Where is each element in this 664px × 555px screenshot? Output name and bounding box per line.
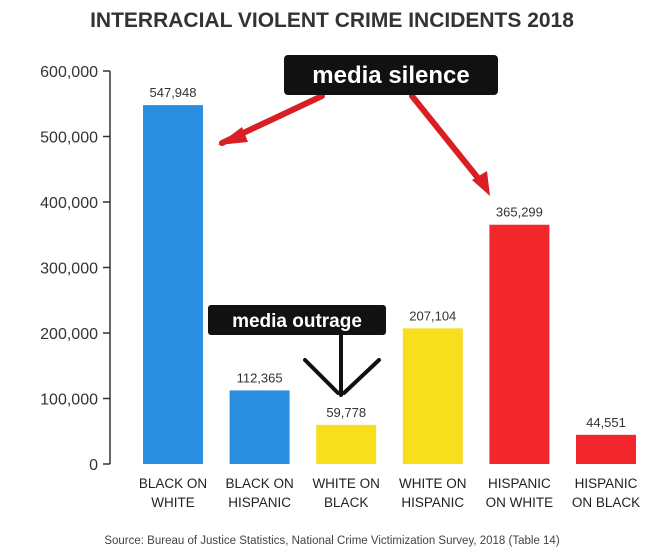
data-label: 547,948	[150, 85, 197, 100]
data-label: 112,365	[237, 370, 283, 385]
media-silence-arrowhead-right	[472, 171, 490, 196]
source-note: Source: Bureau of Justice Statistics, Na…	[104, 535, 559, 547]
category-label: ON WHITE	[486, 495, 554, 510]
media-silence-label: media silence	[312, 62, 469, 89]
category-label: HISPANIC	[228, 495, 291, 510]
y-tick-label: 600,000	[40, 64, 98, 81]
y-tick-label: 100,000	[40, 392, 98, 409]
bar	[576, 434, 636, 464]
category-label: HISPANIC	[488, 476, 551, 491]
category-label: HISPANIC	[401, 495, 464, 510]
chart-title: INTERRACIAL VIOLENT CRIME INCIDENTS 2018	[90, 9, 574, 32]
bar	[143, 105, 203, 465]
category-label: HISPANIC	[575, 476, 638, 491]
category-label: WHITE ON	[312, 476, 380, 491]
category-label: BLACK	[324, 495, 368, 510]
media-silence-arrow-right	[409, 93, 489, 191]
data-label: 59,778	[326, 405, 366, 420]
media-outrage-arrow-left	[303, 358, 340, 395]
y-tick-label: 0	[89, 457, 98, 474]
data-label: 207,104	[409, 308, 456, 323]
media-silence-annotation: media silence	[218, 55, 498, 196]
category-labels: BLACK ON WHITE BLACK ON HISPANIC WHITE ON BLA…	[139, 476, 640, 510]
bar	[489, 224, 550, 464]
media-silence-callout-box	[284, 55, 498, 95]
media-outrage-callout-box	[208, 305, 386, 335]
media-outrage-annotation: media outrage	[208, 305, 386, 397]
y-tick-label: 400,000	[40, 195, 98, 212]
category-label: BLACK ON	[139, 476, 207, 491]
data-label: 365,299	[496, 205, 543, 220]
data-labels: 547,948 112,365 59,778 207,104 365,299 44,551	[150, 85, 626, 430]
category-label: WHITE	[151, 495, 195, 510]
media-silence-arrowhead-left	[218, 127, 248, 145]
category-label: WHITE ON	[399, 476, 467, 491]
data-label: 44,551	[586, 415, 626, 430]
media-outrage-arrow-right	[342, 358, 381, 395]
bars	[143, 105, 636, 465]
y-axis: 0 100,000 200,000 300,000 400,000 500,000 600,…	[40, 64, 111, 474]
category-label: ON BLACK	[572, 495, 640, 510]
media-outrage-label: media outrage	[232, 311, 362, 332]
bar	[316, 424, 377, 464]
bar	[402, 328, 463, 464]
bar	[229, 390, 290, 464]
y-tick-label: 300,000	[40, 261, 98, 278]
y-tick-label: 500,000	[40, 130, 98, 147]
category-label: BLACK ON	[225, 476, 293, 491]
y-tick-label: 200,000	[40, 326, 98, 343]
